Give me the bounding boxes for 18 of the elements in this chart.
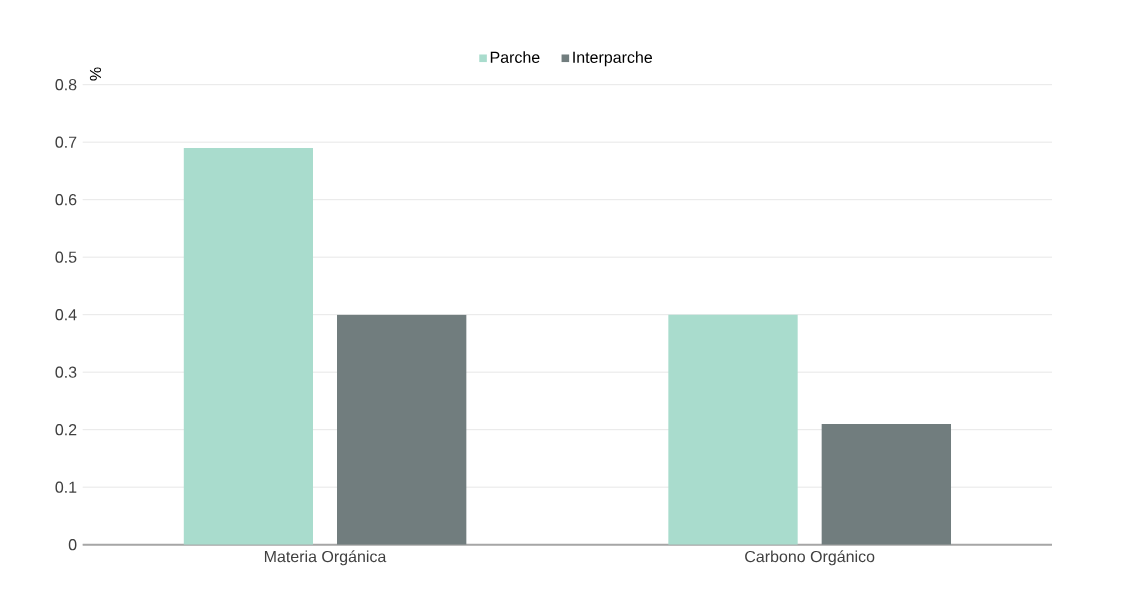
bar [337,314,467,545]
y-tick-label: 0.8 [55,79,77,91]
y-tick-label: 0.7 [55,136,77,148]
y-tick-label: 0.3 [55,366,77,378]
y-tick-label: 0.2 [55,424,77,436]
legend-label: Parche [490,51,540,64]
legend-label: Interparche [573,51,653,67]
y-tick-label: 0.6 [55,194,77,206]
x-tick-label: Carbono Orgánico [745,550,875,566]
x-tick-label: Materia Orgánica [264,550,387,566]
y-tick-label: 0 [68,539,77,551]
y-tick-label: 0.4 [55,309,77,321]
y-tick-label: 0.5 [55,251,77,263]
bar [183,147,313,545]
y-tick-label: 0.1 [55,481,77,493]
y-axis-title: % [89,67,102,81]
bar [668,314,798,545]
bar [821,423,952,545]
